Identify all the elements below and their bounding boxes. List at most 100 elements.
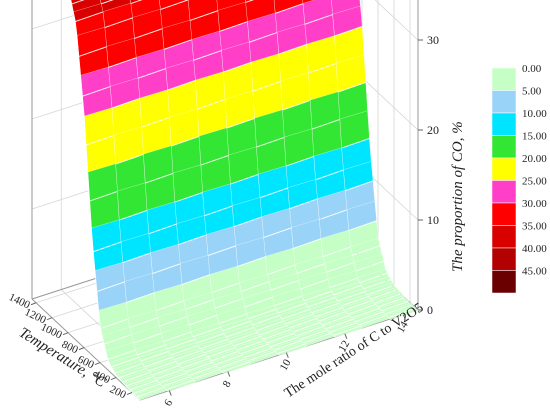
surface-patch (378, 299, 410, 311)
color-legend: 0.00 5.00 10.00 15.00 20.00 25.00 30.00 35.00 40… (491, 63, 547, 294)
surface-patch (382, 303, 414, 315)
surface-patch (297, 328, 328, 340)
surface-patch (319, 313, 351, 325)
x-tick-mark (46, 317, 53, 321)
z-tick-label: 0 (427, 303, 433, 317)
surface-patch (182, 360, 214, 372)
surface-patch (201, 341, 232, 353)
surface-patch (312, 305, 344, 317)
surface-patch (248, 353, 280, 365)
x-tick-mark (78, 347, 85, 351)
surface-patch (208, 349, 240, 361)
legend-label: 30.00 (522, 198, 547, 210)
surface-patch (335, 288, 366, 302)
surface-patch (305, 294, 336, 308)
surface-patch (264, 331, 295, 343)
y-tick-label: 10 (278, 357, 294, 373)
surface-patch (138, 348, 170, 362)
surface-patch (231, 334, 262, 347)
surface-patch (142, 354, 173, 367)
x-tick-mark (30, 302, 37, 306)
surface-patch (290, 320, 321, 333)
surface-patch (356, 313, 388, 325)
surface-patch (189, 367, 221, 379)
surface-patch (304, 335, 336, 347)
surface-patch (360, 317, 391, 329)
y-tick-mark (227, 371, 231, 377)
surface-patch (100, 0, 112, 4)
legend-label: 5.00 (522, 86, 542, 98)
legend-swatch (491, 135, 517, 159)
surface-patch (361, 276, 392, 290)
surface-patch (338, 294, 370, 306)
y-tick-mark (344, 333, 348, 339)
legend-swatch (491, 202, 517, 226)
surface-patch (275, 300, 307, 313)
legend-label: 25.00 (522, 176, 547, 188)
surface-patch (160, 375, 191, 387)
surface-patch (349, 306, 380, 318)
surface-patch (149, 363, 180, 376)
legend-label: 20.00 (522, 153, 547, 165)
z-axis-title: The proportion of CO, % (450, 121, 466, 272)
surface-patch (193, 371, 225, 383)
legend-label: 40.00 (522, 243, 547, 255)
surface-patch (316, 309, 347, 322)
legend-swatch (491, 270, 517, 294)
surface-patch (253, 318, 284, 331)
x-tick-mark (94, 362, 101, 366)
surface-patch (279, 306, 310, 320)
surface-patch (293, 324, 325, 336)
surface-patch (205, 345, 236, 358)
surface-patch (163, 378, 195, 390)
surface-patch (375, 295, 406, 307)
surface-patch (227, 330, 258, 342)
surface-patch (164, 336, 196, 349)
surface-patch (156, 371, 188, 383)
surface-patch (352, 310, 384, 322)
surface-patch (273, 0, 304, 14)
surface-patch (330, 324, 362, 336)
surface-patch (274, 342, 306, 354)
surface-patch (267, 335, 299, 347)
surface-patch (175, 352, 206, 365)
surface-patch (238, 342, 269, 354)
legend-swatch (491, 157, 517, 181)
surface-patch (323, 317, 354, 329)
surface-patch (368, 287, 399, 299)
surface-patch (300, 331, 332, 343)
surface-patch (331, 282, 362, 295)
legend-label: 10.00 (522, 108, 547, 120)
surface-patch (257, 323, 288, 335)
surface-patch (171, 348, 203, 360)
surface-patch (159, 0, 188, 10)
legend-label: 45.00 (522, 266, 547, 278)
surface-edge (70, 0, 141, 401)
y-tick-mark (285, 352, 289, 358)
grid-line (31, 0, 419, 41)
legend-label: 15.00 (522, 131, 547, 143)
legend-swatch (491, 112, 517, 136)
surface-patch (364, 282, 396, 295)
legend-swatch (491, 67, 517, 91)
surface-patch (197, 336, 229, 349)
legend-swatch (491, 247, 517, 271)
surface-plot (70, 0, 419, 401)
z-tick-label: 30 (427, 33, 439, 47)
surface-patch (194, 330, 225, 344)
surface-patch (271, 339, 303, 351)
x-tick-mark (110, 377, 117, 381)
surface-patch (241, 346, 273, 358)
z-tick-label: 20 (427, 123, 439, 137)
y-tick-label: 8 (221, 378, 234, 389)
axis-box-edge (31, 298, 141, 401)
surface-patch (178, 356, 210, 369)
surface-patch (145, 359, 177, 371)
legend-label: 0.00 (522, 63, 542, 75)
surface-patch (186, 364, 217, 376)
surface-patch (245, 0, 253, 3)
x-tick-mark (62, 332, 69, 336)
y-tick-mark (168, 390, 172, 396)
